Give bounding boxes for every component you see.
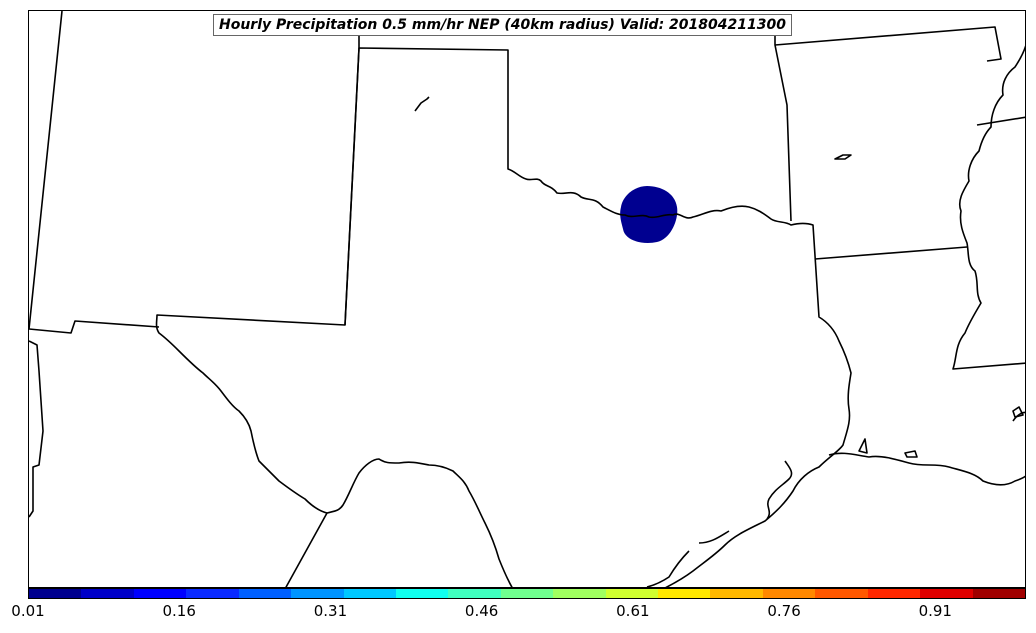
map-title: Hourly Precipitation 0.5 mm/hr NEP (40km… — [213, 14, 792, 36]
map-panel — [28, 10, 1026, 588]
colorbar-segment — [343, 589, 396, 598]
colorbar-segment — [29, 589, 82, 598]
colorbar-segment — [81, 589, 134, 598]
colorbar-segment — [867, 589, 921, 598]
tn-ms-border — [976, 116, 1025, 126]
colorbar-segment — [500, 589, 554, 598]
colorbar-segment — [186, 589, 239, 598]
colorbar-segment — [553, 589, 606, 598]
lake-2 — [834, 154, 852, 160]
lake-4 — [904, 450, 918, 458]
lake-5 — [1012, 406, 1024, 418]
lake-3 — [858, 438, 868, 454]
colorbar-tick-label: 0.61 — [616, 602, 650, 620]
arkansas-missouri-border — [774, 26, 1002, 62]
mexico-state-line — [285, 512, 328, 587]
colorbar — [28, 588, 1026, 599]
colorbar-segment — [710, 589, 763, 598]
colorbar-segment — [920, 589, 973, 598]
louisiana-coast — [828, 452, 1025, 486]
colorado-nm-line — [344, 47, 360, 326]
colorbar-tick-label: 0.16 — [162, 602, 196, 620]
map-canvas — [29, 11, 1025, 587]
gulf-coast-detail — [646, 460, 793, 587]
colorbar-tick-label: 0.31 — [313, 602, 348, 620]
colorbar-tick-label: 0.01 — [11, 602, 45, 620]
colorbar-segment — [762, 589, 816, 598]
new-mexico-border — [29, 11, 160, 334]
colorbar-tick-label: 0.91 — [918, 602, 952, 620]
mississippi-river — [952, 45, 1025, 370]
precip-area — [620, 186, 678, 243]
oklahoma-arkansas-border — [774, 16, 792, 222]
texas-border — [155, 47, 852, 587]
colorbar-segment — [815, 589, 868, 598]
colorbar-segment — [972, 589, 1026, 598]
colorbar-tick-labels: 0.01 0.16 0.31 0.46 0.61 0.76 0.91 — [11, 602, 1026, 624]
colorbar-segment — [395, 589, 449, 598]
colorbar-segment — [238, 589, 292, 598]
colorbar-segment — [448, 589, 501, 598]
arkansas-louisiana-border — [814, 246, 968, 260]
colorbar-segment — [605, 589, 659, 598]
colorbar-tick-label: 0.46 — [464, 602, 499, 620]
colorbar-segment — [291, 589, 344, 598]
colorbar-segment — [658, 589, 711, 598]
colorbar-tick-label: 0.76 — [767, 602, 801, 620]
lake-1 — [414, 96, 430, 112]
mexico-border-west — [29, 340, 44, 518]
louisiana-east — [1012, 411, 1025, 422]
colorbar-segment — [133, 589, 187, 598]
